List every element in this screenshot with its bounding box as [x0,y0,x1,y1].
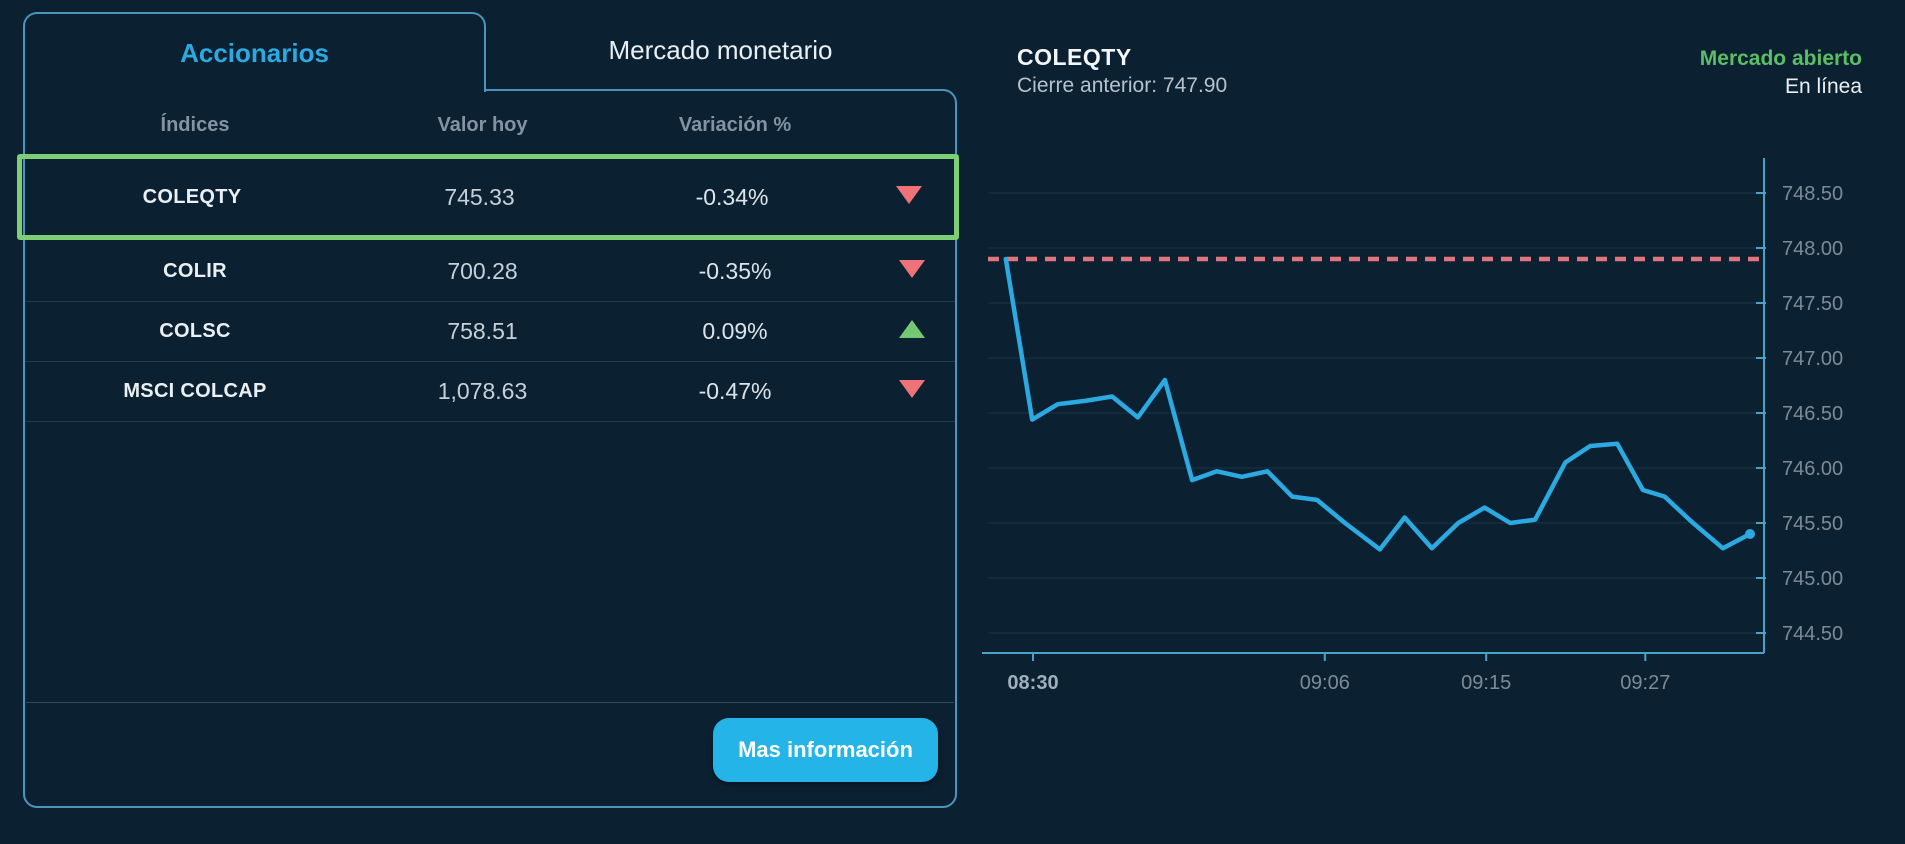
x-tick-label: 09:06 [1300,672,1350,694]
triangle-down-icon [899,260,925,278]
value-cell: 745.33 [444,183,515,210]
header-variacion: Variación % [678,113,792,136]
direction-cell [870,380,954,403]
panel-footer: Mas información [26,702,954,806]
previous-close-label: Cierre anterior: [1017,74,1158,97]
y-tick-label: 747.00 [1782,348,1843,370]
tab-accionarios[interactable]: Accionarios [23,12,486,92]
direction-cell [867,185,951,209]
y-tick-label: 746.00 [1782,458,1843,480]
direction-cell [870,320,954,343]
online-status: En línea [1784,75,1862,98]
index-cell: MSCI COLCAP [123,380,267,402]
index-cell: COLIR [163,260,227,282]
change-cell: -0.35% [698,258,772,284]
x-tick-label: 08:30 [1007,672,1058,694]
change-cell: 0.09% [702,318,768,344]
table-rows: COLEQTY 745.33 -0.34% COLIR 700.28 -0.35% COLS… [17,154,959,422]
indices-table: Índices Valor hoy Variación % COLEQTY 745… [17,89,959,808]
header-valor-hoy: Valor hoy [437,113,528,136]
previous-close: Cierre anterior: 747.90 [1017,74,1227,98]
index-cell: COLSC [159,320,231,342]
previous-close-value: 747.90 [1162,74,1228,97]
tab-mercado-monetario-label: Mercado monetario [608,34,833,65]
x-tick-label: 09:15 [1461,672,1511,694]
triangle-down-icon [899,380,925,398]
x-tick-label: 09:27 [1620,672,1670,694]
value-cell: 758.51 [447,318,518,344]
y-tick-label: 748.00 [1782,238,1843,260]
value-cell: 700.28 [447,258,518,284]
quote-symbol: COLEQTY [1017,44,1132,70]
table-row[interactable]: COLEQTY 745.33 -0.34% [17,154,959,240]
direction-cell [870,260,954,283]
index-cell: COLEQTY [142,185,242,208]
change-cell: -0.47% [698,378,772,404]
price-chart: 744.50 745.00 745.50 746.00 746.50 747.00 747.… [982,158,1843,694]
triangle-up-icon [899,320,925,338]
table-header-row: Índices Valor hoy Variación % [25,98,955,152]
y-tick-label: 746.50 [1782,403,1843,425]
table-row[interactable]: MSCI COLCAP 1,078.63 -0.47% [25,362,955,422]
price-line [1003,256,1753,552]
y-tick-label: 745.00 [1782,568,1843,590]
table-row[interactable]: COLSC 758.51 0.09% [25,302,955,362]
y-tick-label: 745.50 [1782,513,1843,535]
y-tick-label: 747.50 [1782,293,1843,315]
more-info-button[interactable]: Mas información [713,718,938,782]
indices-panel: Accionarios Mercado monetario Índices Va… [17,12,959,808]
y-tick-label: 748.50 [1782,183,1843,205]
market-status-badge: Mercado abierto [1699,47,1862,70]
tab-mercado-monetario[interactable]: Mercado monetario [484,12,957,88]
triangle-down-icon [896,185,922,204]
tab-accionarios-label: Accionarios [180,37,329,68]
y-tick-label: 744.50 [1782,623,1843,645]
price-line-end-dot [1745,529,1755,539]
header-indices: Índices [160,113,230,136]
table-row[interactable]: COLIR 700.28 -0.35% [25,242,955,302]
value-cell: 1,078.63 [437,378,528,404]
change-cell: -0.34% [695,183,769,210]
